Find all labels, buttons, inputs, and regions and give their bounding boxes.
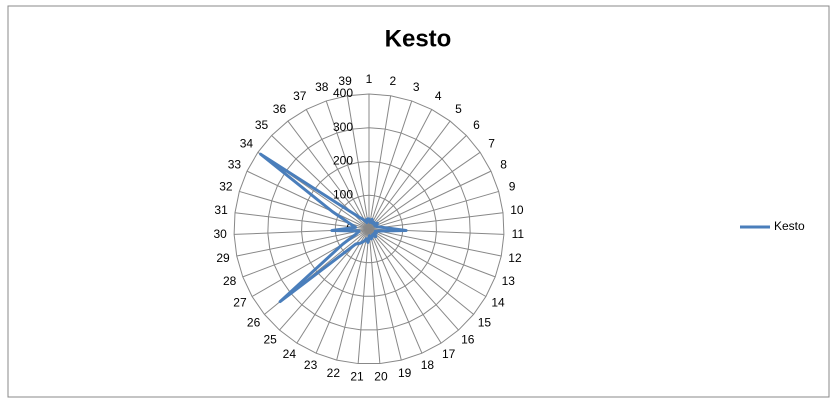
category-label: 38 [315, 80, 329, 94]
category-label: 12 [508, 251, 522, 265]
grid-ring [267, 127, 471, 331]
category-label: 33 [228, 157, 242, 171]
y-tick-label: 300 [333, 120, 353, 134]
chart-title: Kesto [385, 25, 452, 52]
category-label: 26 [247, 315, 261, 329]
category-label: 8 [500, 157, 507, 171]
category-label: 3 [413, 80, 420, 94]
category-label: 36 [273, 102, 287, 116]
category-label: 17 [442, 347, 456, 361]
category-label: 20 [374, 370, 388, 384]
category-label: 2 [390, 74, 397, 88]
y-tick-label: 400 [333, 86, 353, 100]
category-label: 30 [213, 227, 227, 241]
category-label: 37 [293, 89, 307, 103]
category-label: 13 [502, 274, 516, 288]
y-tick-label: 100 [333, 187, 353, 201]
category-label: 35 [255, 118, 269, 132]
category-label: 9 [509, 180, 516, 194]
category-label: 25 [264, 333, 278, 347]
series-line [259, 152, 408, 304]
category-label: 34 [240, 137, 254, 151]
category-label: 11 [512, 227, 525, 241]
category-label: 5 [455, 102, 462, 116]
grid-ring [334, 194, 404, 264]
category-label: 4 [435, 89, 442, 103]
category-label: 32 [219, 180, 233, 194]
category-label: 21 [350, 370, 364, 384]
category-label: 15 [478, 315, 492, 329]
category-label: 10 [510, 203, 524, 217]
legend-label: Kesto [774, 219, 805, 233]
category-label: 29 [216, 251, 230, 265]
grid-ring [233, 93, 505, 365]
category-label: 39 [338, 74, 352, 88]
category-label: 19 [398, 366, 412, 380]
chart-border [7, 5, 830, 398]
category-label: 16 [461, 333, 475, 347]
category-label: 31 [214, 203, 228, 217]
category-label: 14 [491, 296, 505, 310]
category-label: 23 [304, 358, 318, 372]
category-label: 22 [327, 366, 341, 380]
category-label: 28 [223, 274, 237, 288]
category-label: 24 [283, 347, 297, 361]
y-tick-label: 200 [333, 154, 353, 168]
category-label: 27 [233, 296, 247, 310]
category-label: 18 [421, 358, 435, 372]
category-label: 7 [488, 137, 495, 151]
category-label: 1 [366, 72, 373, 86]
category-label: 6 [473, 118, 480, 132]
